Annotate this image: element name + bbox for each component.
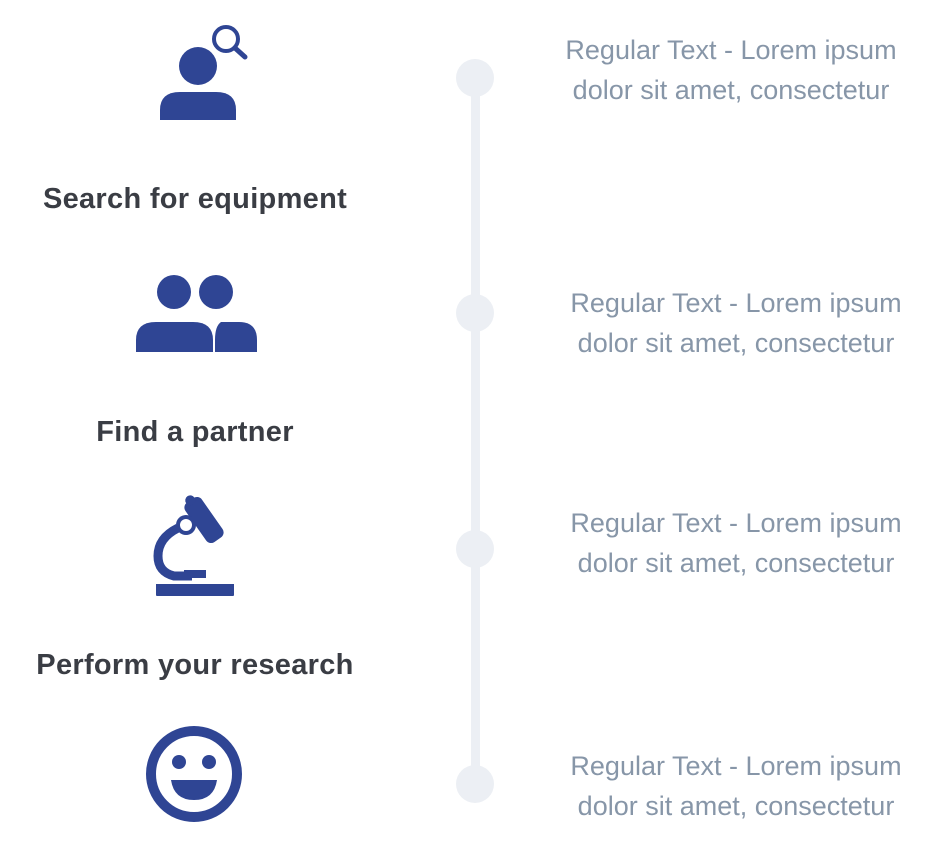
step-description-3: Regular Text - Lorem ipsum dolor sit ame…	[546, 503, 926, 583]
step-description-line: dolor sit amet, consectetur	[577, 791, 895, 821]
users-icon	[135, 274, 259, 354]
step-description-line: dolor sit amet, consectetur	[572, 75, 890, 105]
timeline-dot-1	[456, 59, 494, 97]
timeline-line	[471, 78, 480, 786]
timeline-dot-3	[456, 530, 494, 568]
step-description-line: Regular Text - Lorem ipsum	[570, 508, 902, 538]
microscope-icon	[152, 492, 236, 598]
step-title-search-equipment: Search for equipment	[42, 183, 348, 215]
step-description-line: dolor sit amet, consectetur	[577, 548, 895, 578]
step-description-4: Regular Text - Lorem ipsum dolor sit ame…	[546, 746, 926, 826]
user-search-icon	[158, 22, 250, 122]
step-description-1: Regular Text - Lorem ipsum dolor sit ame…	[541, 30, 921, 110]
timeline-dot-2	[456, 294, 494, 332]
step-description-line: dolor sit amet, consectetur	[577, 328, 895, 358]
step-title-perform-research: Perform your research	[36, 649, 354, 681]
step-title-find-partner: Find a partner	[96, 416, 294, 448]
step-description-2: Regular Text - Lorem ipsum dolor sit ame…	[546, 283, 926, 363]
timeline-dot-4	[456, 765, 494, 803]
step-description-line: Regular Text - Lorem ipsum	[570, 288, 902, 318]
smiley-icon	[144, 724, 244, 824]
step-description-line: Regular Text - Lorem ipsum	[570, 751, 902, 781]
step-description-line: Regular Text - Lorem ipsum	[565, 35, 897, 65]
